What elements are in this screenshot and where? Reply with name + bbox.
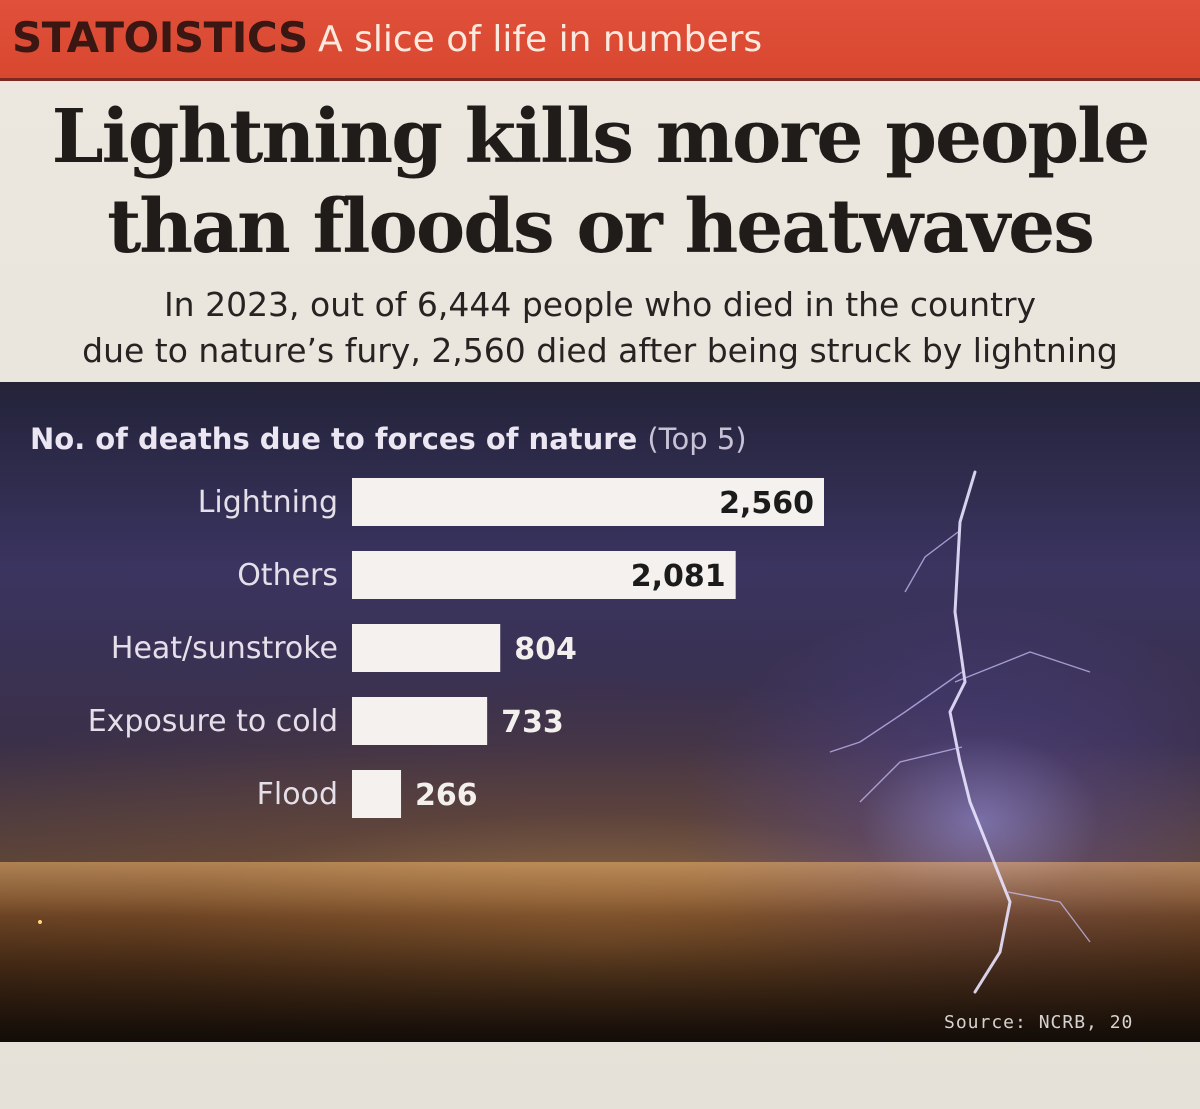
headline: Lightning kills more people than floods … (0, 92, 1200, 272)
value-label: 266 (415, 778, 478, 813)
value-label: 733 (501, 705, 564, 740)
section-brand: STATOISTICS (12, 13, 308, 62)
chart-title: No. of deaths due to forces of nature (T… (30, 422, 747, 456)
bar (352, 478, 824, 526)
subheadline-line-1: In 2023, out of 6,444 people who died in… (163, 285, 1037, 324)
category-label: Heat/sunstroke (111, 631, 338, 666)
chart-title-note: (Top 5) (647, 422, 747, 456)
section-tagline: A slice of life in numbers (318, 19, 763, 60)
value-label: 804 (514, 632, 577, 667)
value-label: 2,560 (719, 486, 814, 521)
bar (352, 551, 736, 599)
subheadline-line-2: due to nature’s fury, 2,560 died after b… (82, 331, 1118, 370)
bar (352, 624, 501, 672)
subheadline: In 2023, out of 6,444 people who died in… (0, 282, 1200, 374)
bar (352, 697, 488, 745)
lightning-bolt-illustration (829, 470, 1091, 994)
source-credit: Source: NCRB, 20 (944, 1012, 1134, 1033)
bar-chart: Lightning 2,560 Others 2,081 Heat/sunstroke 8… (88, 478, 824, 818)
header-band: STATOISTICS A slice of life in numbers (0, 0, 1200, 81)
bar (352, 770, 402, 818)
category-label: Flood (257, 777, 338, 812)
category-label: Exposure to cold (88, 704, 338, 739)
headline-line-1: Lightning kills more people (51, 94, 1151, 180)
category-label: Others (237, 558, 338, 593)
headline-line-2: than floods or heatwaves (107, 184, 1095, 270)
value-label: 2,081 (631, 559, 726, 594)
chart-panel: No. of deaths due to forces of nature (T… (0, 382, 1200, 1042)
chart-title-text: No. of deaths due to forces of nature (30, 422, 638, 456)
category-label: Lightning (198, 485, 338, 520)
